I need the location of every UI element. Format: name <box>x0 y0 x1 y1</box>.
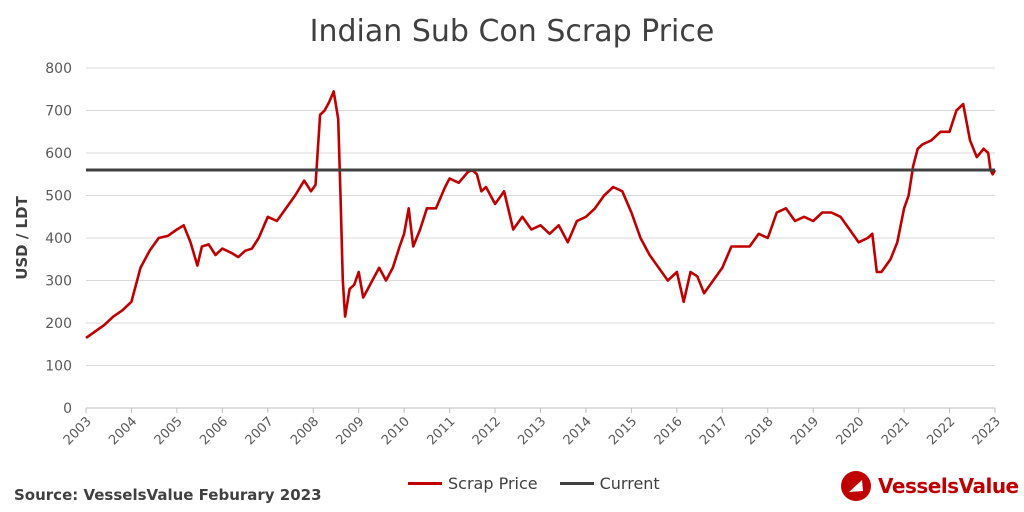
chart-title: Indian Sub Con Scrap Price <box>309 14 715 49</box>
series-line-scrap-price <box>85 90 997 339</box>
x-tick-label: 2016 <box>652 414 686 448</box>
chart-legend: Scrap Price Current <box>408 474 682 493</box>
x-tick-label: 2006 <box>197 414 231 448</box>
legend-label-current: Current <box>599 474 660 493</box>
y-tick-label: 700 <box>45 104 72 120</box>
brand-name: VesselsValue <box>878 474 1019 498</box>
y-tick-label: 0 <box>63 401 72 417</box>
y-tick-label: 300 <box>45 274 72 290</box>
legend-item-current: Current <box>559 474 660 493</box>
x-tick-label: 2010 <box>379 414 413 448</box>
y-tick-label: 500 <box>45 189 72 205</box>
y-tick-label: 200 <box>45 316 72 332</box>
source-note: Source: VesselsValue Feburary 2023 <box>14 486 322 504</box>
x-tick-label: 2003 <box>61 414 95 448</box>
y-tick-label: 400 <box>45 231 72 247</box>
legend-item-scrap-price: Scrap Price <box>408 474 538 493</box>
x-tick-label: 2021 <box>879 414 913 448</box>
x-tick-label: 2022 <box>924 414 958 448</box>
x-tick-label: 2012 <box>470 414 504 448</box>
y-tick-label: 800 <box>45 61 72 77</box>
x-tick-label: 2015 <box>606 414 640 448</box>
y-tick-label: 100 <box>45 359 72 375</box>
y-tick-label: 600 <box>45 146 72 162</box>
x-tick-label: 2004 <box>106 414 140 448</box>
vesselsvalue-logo-icon <box>841 471 871 501</box>
x-tick-label: 2020 <box>833 414 867 448</box>
x-tick-label: 2023 <box>970 414 1004 448</box>
x-tick-label: 2013 <box>515 414 549 448</box>
x-tick-label: 2011 <box>424 414 458 448</box>
x-tick-label: 2019 <box>788 414 822 448</box>
brand: VesselsValue <box>840 470 1019 502</box>
x-tick-label: 2007 <box>243 414 277 448</box>
x-tick-label: 2005 <box>152 414 186 448</box>
x-tick-label: 2018 <box>743 414 777 448</box>
legend-label-scrap-price: Scrap Price <box>448 474 538 493</box>
x-tick-label: 2014 <box>561 414 595 448</box>
x-tick-label: 2017 <box>697 414 731 448</box>
legend-swatch-current <box>559 482 594 485</box>
y-axis-label: USD / LDT <box>13 195 31 279</box>
x-tick-label: 2009 <box>334 414 368 448</box>
legend-swatch-scrap-price <box>408 482 442 485</box>
x-tick-label: 2008 <box>288 414 322 448</box>
